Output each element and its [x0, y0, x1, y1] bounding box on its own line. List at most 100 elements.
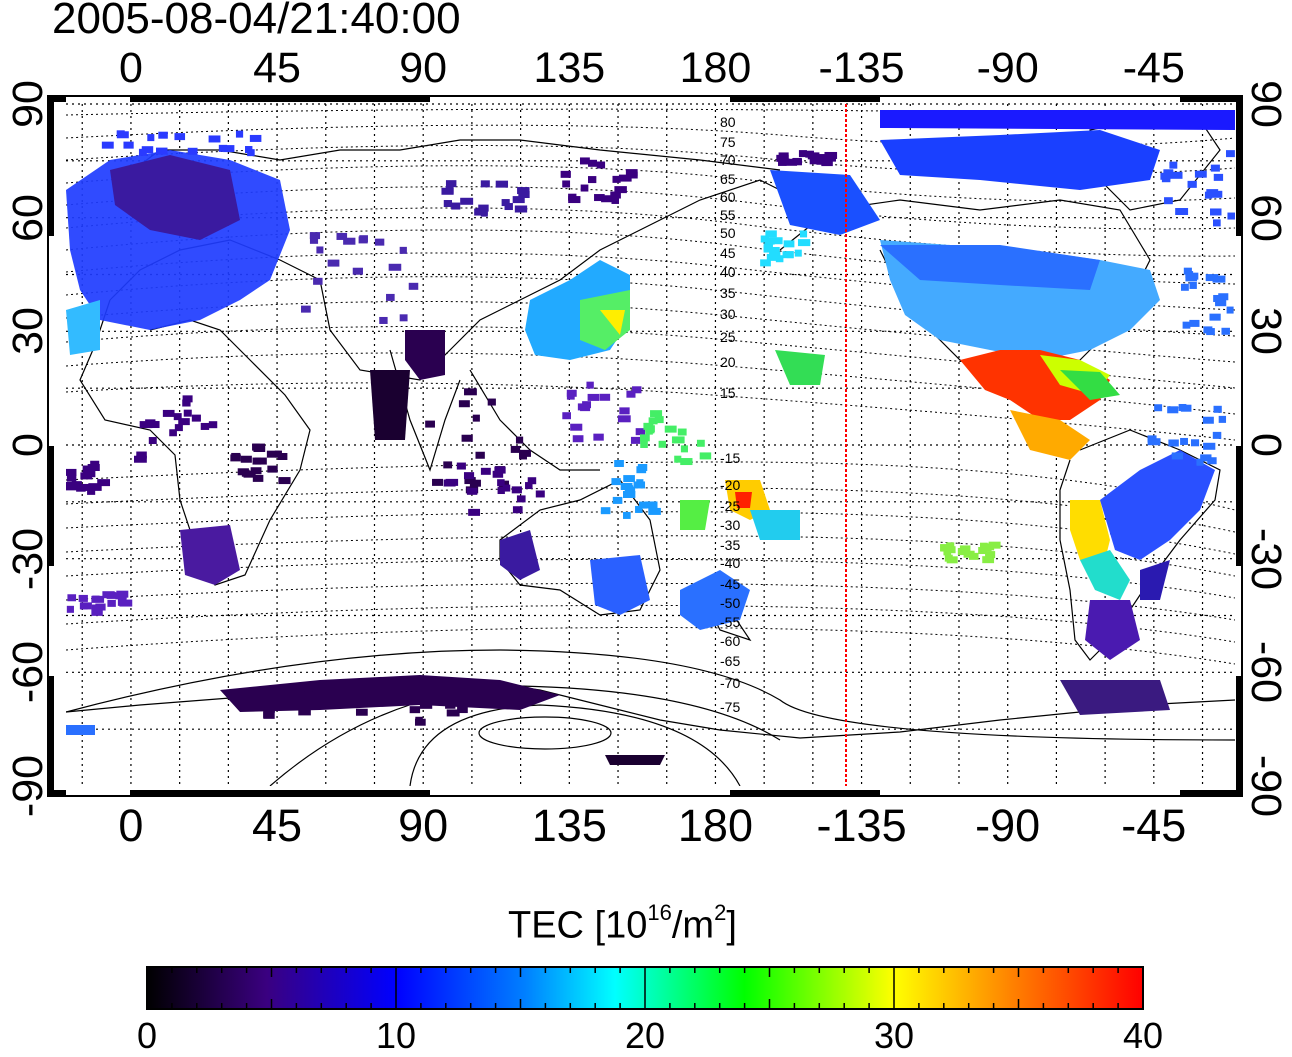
tec-pixel [780, 158, 790, 166]
tec-pixel [173, 413, 182, 421]
tec-pixel [187, 147, 198, 155]
contour-label: 60 [720, 189, 736, 205]
tec-pixel [512, 506, 523, 514]
tec-pixel [680, 458, 693, 466]
axis-tick-label: -90 [975, 800, 1041, 851]
tec-pixel [480, 180, 490, 188]
tec-pixel [611, 196, 620, 204]
tec-pixel [107, 599, 116, 607]
tec-pixel [696, 439, 705, 447]
tec-data [66, 110, 1235, 765]
contour-label: 80 [720, 114, 736, 130]
axis-tick-label: -60 [4, 641, 52, 704]
tec-pixel [474, 208, 485, 216]
tec-pixel [88, 483, 100, 491]
tec-pixel [463, 472, 475, 480]
axis-tick-label: -30 [4, 527, 52, 590]
tec-pixel [327, 259, 340, 267]
tec-pixel [502, 484, 511, 492]
axis-tick-label: 180 [677, 800, 753, 851]
tec-pixel [640, 434, 650, 442]
axis-tick-label: 90 [1242, 80, 1290, 128]
tec-pixel [162, 409, 175, 417]
tec-pixel [515, 436, 524, 444]
tec-pixel [635, 505, 643, 513]
tec-pixel [1180, 283, 1189, 291]
tec-pixel [514, 205, 528, 213]
tec-pixel [336, 232, 348, 240]
tec-pixel [472, 414, 480, 422]
tec-pixel [420, 694, 432, 702]
tec-pixel [245, 146, 253, 154]
tec-pixel [252, 474, 264, 482]
contour-label: -30 [720, 517, 740, 533]
tec-pixel [664, 425, 677, 433]
tec-pixel [504, 203, 513, 211]
tec-pixel [699, 452, 712, 460]
tec-pixel [495, 180, 509, 188]
tec-pixel [1161, 175, 1171, 183]
tec-pixel [517, 187, 530, 195]
tec-pixel [487, 398, 496, 406]
tec-pixel [156, 147, 168, 155]
tec-pixel [519, 452, 527, 460]
page-title: 2005-08-04/21:40:00 [52, 0, 461, 43]
axis-tick-label: -90 [4, 754, 52, 818]
tec-pixel [415, 716, 423, 724]
axis-tick-label: 60 [4, 193, 52, 242]
tec-pixel [443, 200, 453, 208]
tec-pixel [596, 161, 606, 169]
tec-pixel [408, 282, 419, 290]
tec-pixel [119, 599, 133, 607]
axis-tick-label: 0 [118, 44, 143, 92]
contour-label: 15 [720, 385, 736, 401]
tec-pixel [588, 159, 598, 167]
tec-pixel [1196, 458, 1204, 466]
tec-pixel [355, 708, 368, 716]
tec-pixel [1210, 208, 1222, 216]
tec-pixel [456, 462, 466, 470]
tec-pixel [586, 381, 594, 389]
contour-label: 75 [720, 134, 736, 150]
tec-pixel [443, 461, 453, 469]
colorbar-tick-label: 30 [873, 1015, 915, 1056]
tec-pixel [612, 496, 623, 504]
tec-pixel [764, 237, 775, 245]
tec-pixel [461, 434, 473, 442]
tec-pixel [1206, 189, 1219, 197]
tec-pixel [116, 131, 129, 139]
tec-pixel [620, 483, 633, 491]
tec-pixel [572, 435, 584, 443]
tec-patch-australia [590, 555, 650, 615]
tec-pixel [446, 709, 460, 717]
tec-pixel [492, 470, 504, 478]
tec-pixel [148, 437, 157, 445]
tec-pixel [79, 602, 88, 610]
axis-tick-label: -45 [1121, 800, 1187, 851]
tec-pixel [445, 478, 459, 486]
tec-pixel [600, 507, 611, 515]
tec-pixel [986, 543, 995, 551]
contour-label: 45 [720, 245, 736, 261]
tec-pixel [343, 237, 356, 245]
contour-label: -25 [720, 498, 740, 514]
tec-pixel [1147, 438, 1161, 446]
tec-pixel [510, 445, 521, 453]
axis-tick-label: 30 [1242, 307, 1290, 356]
tec-pixel [760, 259, 771, 267]
tec-pixel [1212, 275, 1226, 283]
tec-pixel [169, 429, 177, 437]
contour-label: -70 [720, 675, 740, 691]
tec-pixel [805, 150, 814, 158]
tec-pixel [374, 238, 385, 246]
tec-pixel [1227, 212, 1235, 220]
tec-pixel [419, 701, 433, 709]
tec-pixel [791, 158, 802, 166]
tec-pixel [1210, 164, 1220, 172]
tec-pixel [230, 454, 241, 462]
axis-tick-label: -135 [818, 44, 905, 92]
tec-pixel [480, 467, 491, 475]
tec-pixel [1212, 431, 1222, 439]
tec-pixel [957, 548, 969, 556]
tec-pixel [1154, 404, 1163, 412]
